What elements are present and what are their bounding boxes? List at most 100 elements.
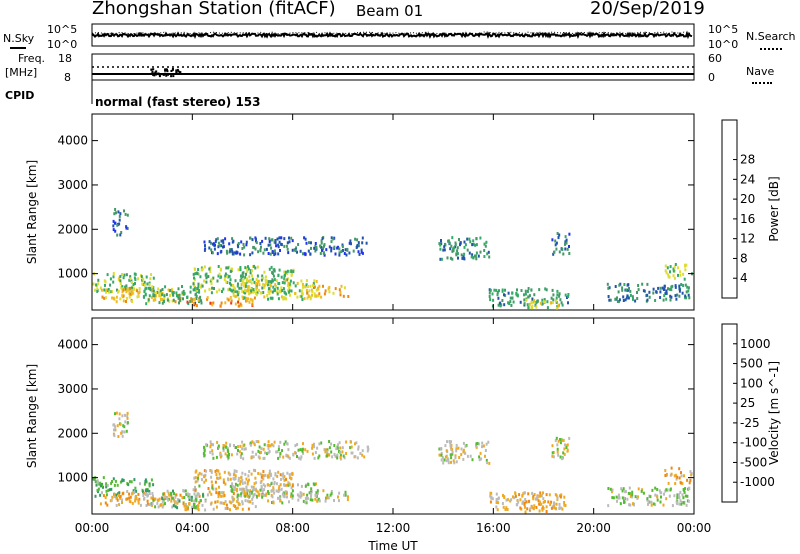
velocity-cell <box>158 497 161 501</box>
velocity-cell <box>626 497 629 501</box>
power-cell <box>274 283 277 287</box>
velocity-cell <box>305 501 308 505</box>
power-cell <box>172 298 175 302</box>
velocity-cell <box>146 499 149 503</box>
power-cell <box>96 287 99 291</box>
power-cell <box>471 243 474 247</box>
nave-scatter-point <box>161 73 164 76</box>
power-cell <box>203 279 206 283</box>
velocity-cell <box>660 495 662 499</box>
power-cell <box>672 274 675 278</box>
velocity-cell <box>305 496 308 500</box>
power-cell <box>672 267 675 271</box>
power-cell <box>249 253 252 257</box>
velocity-cell <box>337 443 339 447</box>
velocity-cell <box>317 456 320 460</box>
velocity-cell <box>267 475 269 479</box>
velocity-colorbar-label: 100 <box>740 376 763 390</box>
velocity-cell <box>297 483 299 487</box>
power-cell <box>555 296 558 300</box>
power-cell <box>360 248 363 252</box>
velocity-cell <box>210 492 213 496</box>
velocity-cell <box>118 412 121 416</box>
velocity-cell <box>306 493 309 497</box>
power-cell <box>278 290 281 294</box>
velocity-cell <box>290 494 292 498</box>
power-cell <box>511 291 514 295</box>
velocity-cell <box>490 495 493 499</box>
velocity-cell <box>215 473 218 476</box>
power-cell <box>193 286 196 290</box>
velocity-cell <box>484 449 487 452</box>
power-cell <box>268 291 271 295</box>
velocity-cell <box>361 449 364 453</box>
velocity-cell <box>194 488 197 492</box>
velocity-cell <box>328 440 331 443</box>
power-cell <box>111 296 114 300</box>
velocity-cell <box>128 499 131 503</box>
velocity-cell <box>182 489 185 493</box>
velocity-cell <box>270 489 273 493</box>
power-cell <box>214 243 216 247</box>
velocity-cell <box>563 503 566 507</box>
velocity-cell <box>211 486 214 490</box>
power-cell <box>340 284 343 288</box>
power-cell <box>320 239 323 243</box>
power-cell <box>236 251 239 255</box>
power-cell <box>297 243 300 246</box>
velocity-cell <box>525 500 528 504</box>
velocity-cell <box>654 486 657 490</box>
power-cell <box>232 294 235 297</box>
velocity-cell <box>367 447 370 451</box>
noise-sky-label: N.Sky <box>3 32 35 45</box>
power-cell <box>531 304 534 308</box>
velocity-cell <box>174 505 177 509</box>
nave-tick-bottom: 0 <box>708 71 715 84</box>
power-cell <box>164 285 167 289</box>
power-cell <box>269 252 272 256</box>
velocity-cell <box>609 487 612 491</box>
velocity-cell <box>315 491 318 495</box>
velocity-cell <box>238 502 241 506</box>
velocity-cell <box>324 450 327 454</box>
velocity-cell <box>455 449 458 453</box>
velocity-cell <box>628 503 631 507</box>
velocity-cell <box>105 489 108 493</box>
power-cell <box>310 288 313 292</box>
power-cell <box>237 293 240 297</box>
power-cell <box>262 276 265 280</box>
power-cell <box>230 283 233 287</box>
velocity-cell <box>328 446 331 450</box>
velocity-cell <box>255 452 258 456</box>
velocity-cell <box>196 505 199 509</box>
power-cell <box>301 298 304 301</box>
power-cell <box>676 293 679 297</box>
velocity-cell <box>343 493 346 497</box>
power-cell <box>496 290 499 294</box>
velocity-cell <box>486 461 489 465</box>
velocity-cell <box>281 501 284 505</box>
power-cell <box>158 291 161 295</box>
power-cell <box>618 298 621 302</box>
velocity-cell <box>505 506 508 510</box>
velocity-cell <box>545 510 548 513</box>
power-cell <box>119 274 122 278</box>
power-cell <box>669 298 672 302</box>
velocity-colorbar-frame <box>721 323 738 503</box>
power-cell <box>324 289 327 293</box>
power-cell <box>637 288 640 292</box>
power-cell <box>123 209 125 213</box>
power-cell <box>155 291 158 295</box>
power-cell <box>348 241 351 245</box>
velocity-cell <box>671 504 674 508</box>
power-cell <box>528 302 531 306</box>
velocity-cell <box>310 492 313 496</box>
power-cell <box>251 303 254 307</box>
power-cell <box>112 275 115 279</box>
velocity-cell <box>356 456 359 460</box>
power-cell <box>503 303 506 307</box>
power-cell <box>539 301 542 305</box>
velocity-cell <box>551 454 554 458</box>
power-cell <box>272 268 275 272</box>
power-cell <box>332 291 335 295</box>
